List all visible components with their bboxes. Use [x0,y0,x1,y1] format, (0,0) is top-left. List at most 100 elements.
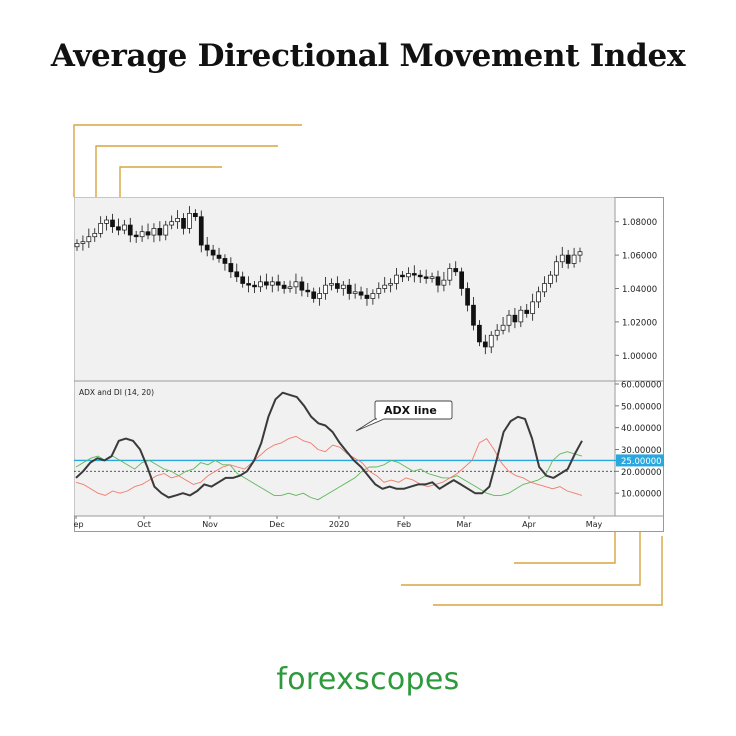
candlestick [110,219,115,228]
candlestick [275,281,281,286]
candlestick [187,213,192,229]
candlestick [269,281,275,286]
candlestick [429,276,435,279]
indicator-title: ADX and DI (14, 20) [79,388,154,397]
candlestick [435,276,441,286]
candlestick [394,274,399,284]
candlestick [121,224,127,231]
indicator-tick-label: 10.00000 [621,490,662,500]
candlestick [127,224,133,236]
candlestick [565,254,571,264]
candlestick [163,224,169,236]
deco-line-bottom-2 [401,532,641,586]
candlestick [471,304,476,326]
candlestick [370,293,376,299]
price-tick-label: 1.02000 [622,318,657,328]
deco-line-top-3 [119,166,222,197]
candlestick [553,261,559,276]
indicator-tick-label: 60.00000 [621,381,662,391]
candlestick [423,276,429,279]
candlestick [406,273,411,278]
candlestick [240,276,246,284]
candlestick [388,283,393,286]
time-axis-label: Mar [456,520,472,529]
candlestick [222,258,228,264]
candlestick [193,213,198,218]
plus-di-line [75,451,583,501]
time-axis-label: Dec [269,520,284,529]
candlestick [417,274,423,278]
candlestick [346,284,352,294]
candlestick [216,254,222,259]
candlestick [293,281,299,288]
deco-line-bottom-3 [433,536,663,606]
candlestick [571,254,577,264]
candlestick [577,251,583,256]
candlestick [536,291,541,303]
candlestick [441,279,447,286]
candlestick [104,219,109,224]
time-axis-label: 2020 [329,520,349,529]
deco-line-top-1 [73,124,302,197]
deco-line-top-2 [95,145,278,197]
candlestick [352,291,358,294]
candlestick [477,324,482,343]
candlestick [530,301,536,314]
candlestick [364,294,370,299]
brand-text: forexscopes [276,662,460,697]
candlestick [157,228,163,236]
candlestick [400,274,405,278]
time-axis-label: Nov [202,520,218,529]
candlestick [299,281,305,291]
time-axis-label: Apr [522,520,537,529]
candlestick [169,221,175,226]
indicator-tick-label: 40.00000 [621,424,662,434]
candlestick [542,283,547,293]
candlestick [500,324,506,331]
candlestick [311,291,317,299]
annotation-label: ADX line [384,404,437,417]
candlestick [335,283,340,289]
chart-svg: 1.08000 1.06000 1.04000 1.02000 1.00000 ADX a… [68,197,664,532]
candlestick [358,291,364,296]
candlestick [524,309,530,314]
deco-line-bottom-1 [514,532,616,564]
time-axis-label: Feb [397,520,411,529]
indicator-tick-label: 50.00000 [621,402,662,412]
candlestick [512,314,518,323]
candlestick [305,289,311,293]
candlestick [198,216,204,246]
candlestick [139,231,145,238]
candlestick [258,281,263,288]
time-axis-label: Oct [137,520,151,529]
candlestick [317,293,322,299]
candlestick [74,243,80,248]
candlestick [151,228,157,236]
price-tick-label: 1.04000 [622,285,657,295]
candlestick [98,223,104,234]
candlestick [323,284,328,294]
candlestick [116,226,121,231]
candlestick [281,284,287,289]
candlestick [411,273,417,276]
candlestick [494,329,500,336]
indicator-tick-label: 30.00000 [621,446,662,456]
price-tick-label: 1.08000 [622,218,657,228]
price-tick-label: 1.00000 [622,352,657,362]
page-title: Average Directional Movement Index [50,38,686,74]
candlestick [246,283,251,286]
candlestick [459,271,464,289]
adx-line [75,391,583,499]
candlestick [329,283,334,286]
candlestick [264,281,269,286]
time-axis-label: Sep [74,520,84,529]
candlestick [145,231,151,236]
candlestick [376,288,382,294]
candlestick [382,284,388,289]
chart-container: 1.08000 1.06000 1.04000 1.02000 1.00000 ADX a… [68,197,664,532]
candlestick [548,274,553,284]
annotation-callout [355,400,453,432]
candlestick [453,268,459,273]
candlestick [80,241,86,244]
price-panel-bg [74,197,616,381]
